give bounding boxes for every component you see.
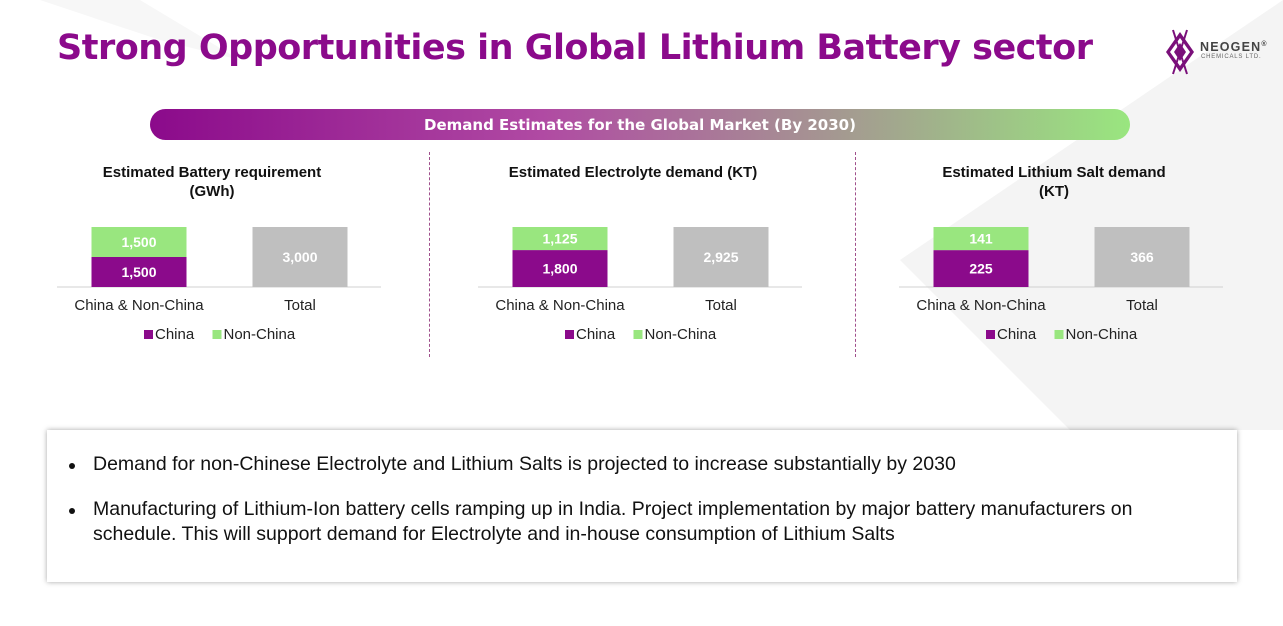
chart-divider [429, 152, 430, 357]
legend-swatch-non-china [633, 330, 643, 339]
chart-plot: 225 141 China & Non-China 366 Total China Non-… [899, 227, 1223, 343]
bar-total [673, 227, 769, 287]
legend-swatch-china [565, 330, 574, 339]
category-label: China & Non-China [74, 297, 204, 314]
category-label: Total [1126, 297, 1158, 314]
bar-non-china [91, 227, 187, 257]
chart-title: Estimated Electrolyte demand (KT) [508, 164, 758, 181]
bullet-item: Manufacturing of Lithium-Ion battery cel… [69, 497, 1219, 547]
bar-china [91, 257, 187, 287]
data-label: 3,000 [282, 249, 317, 265]
chart-title: Estimated Battery requirement (GWh) [102, 164, 322, 200]
chart-plot: 1,500 1,500 China & Non-China 3,000 Total Chi… [57, 227, 381, 343]
chart-title: Estimated Lithium Salt demand (KT) [942, 164, 1166, 200]
lithium-salt-demand-chart: Estimated Lithium Salt demand (KT) 225 141… [889, 160, 1223, 360]
summary-bullets: Demand for non-Chinese Electrolyte and L… [69, 452, 1219, 567]
logo-wordmark: NEOGEN® [1200, 40, 1268, 54]
bar-total [1094, 227, 1190, 287]
data-label: 1,125 [542, 231, 577, 247]
data-label: 1,500 [121, 234, 156, 250]
page-title: Strong Opportunities in Global Lithium B… [57, 28, 1093, 68]
legend-swatch-non-china [212, 330, 222, 339]
data-label: 141 [969, 231, 993, 247]
data-label: 1,800 [542, 261, 577, 277]
bar-non-china [933, 227, 1029, 251]
legend-label: Non-China [645, 326, 717, 343]
legend-swatch-china [986, 330, 995, 339]
category-label: China & Non-China [495, 297, 625, 314]
legend-label: China [155, 326, 195, 343]
legend-swatch-china [144, 330, 153, 339]
bullet-dot [69, 463, 75, 469]
category-label: Total [284, 297, 316, 314]
legend-swatch-non-china [1054, 330, 1064, 339]
logo-subtitle: CHEMICALS LTD. [1201, 54, 1262, 60]
legend-label: Non-China [224, 326, 296, 343]
chart-plot: 1,800 1,125 China & Non-China 2,925 Total Chi… [478, 227, 802, 343]
chart-divider [855, 152, 856, 357]
bar-china [933, 250, 1029, 287]
bar-china [512, 250, 608, 287]
data-label: 366 [1130, 249, 1154, 265]
neogen-diamond-icon [1166, 29, 1194, 75]
category-label: China & Non-China [916, 297, 1046, 314]
battery-requirement-chart: Estimated Battery requirement (GWh) 1,500… [47, 160, 381, 360]
bar-non-china [512, 227, 608, 251]
neogen-logo: NEOGEN® CHEMICALS LTD. [1163, 28, 1278, 76]
data-label: 1,500 [121, 264, 156, 280]
legend-label: Non-China [1066, 326, 1138, 343]
data-label: 2,925 [703, 249, 738, 265]
bullet-item: Demand for non-Chinese Electrolyte and L… [69, 452, 1219, 477]
bullet-dot [69, 508, 75, 514]
section-banner: Demand Estimates for the Global Market (… [150, 109, 1130, 140]
electrolyte-demand-chart: Estimated Electrolyte demand (KT) 1,800 1… [468, 160, 802, 360]
legend-label: China [576, 326, 616, 343]
legend-label: China [997, 326, 1037, 343]
data-label: 225 [969, 261, 993, 277]
category-label: Total [705, 297, 737, 314]
bar-total [252, 227, 348, 287]
summary-panel: Demand for non-Chinese Electrolyte and L… [47, 430, 1237, 582]
